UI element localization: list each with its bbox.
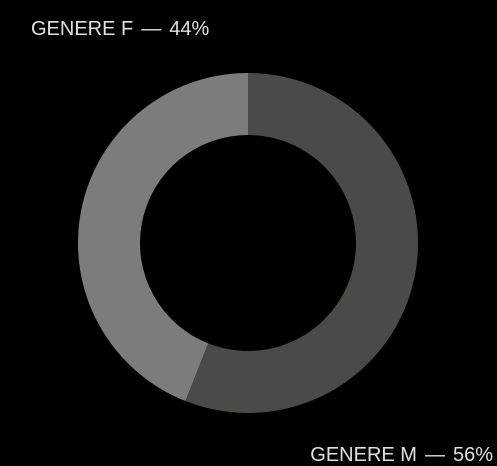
segment-label: GENERE F — 44%: [31, 18, 209, 40]
category-name: GENERE M: [310, 444, 417, 466]
donut-segment: [77, 73, 249, 402]
separator: —: [141, 18, 161, 40]
donut-segment: [185, 73, 418, 413]
value-label: 44%: [169, 18, 209, 40]
segment-label: GENERE M — 56%: [310, 444, 493, 466]
category-name: GENERE F: [31, 18, 133, 40]
separator: —: [425, 444, 445, 466]
value-label: 56%: [453, 444, 493, 466]
